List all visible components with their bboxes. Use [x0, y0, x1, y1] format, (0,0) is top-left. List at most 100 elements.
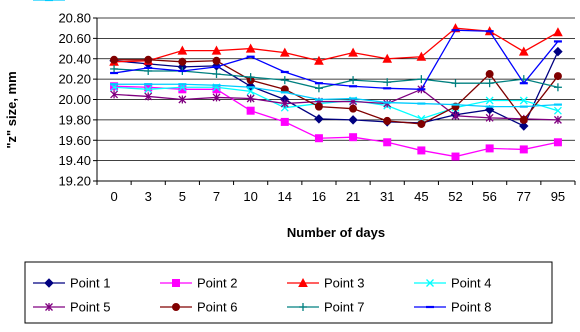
legend-item: Point 8	[414, 300, 491, 315]
data-point	[178, 95, 187, 104]
data-point	[485, 113, 494, 122]
tick-labels: 19.20 19.40 19.60 19.80 20.00 20.20 20.40 20.60…	[58, 11, 565, 205]
data-point	[314, 84, 323, 93]
data-point	[485, 144, 494, 153]
data-point	[382, 53, 393, 63]
data-point	[314, 102, 323, 111]
x-tick-label: 45	[414, 189, 428, 204]
legend-box	[24, 261, 553, 324]
series-line	[114, 51, 559, 127]
x-tick-label: 21	[346, 189, 360, 204]
legend-label: Point 7	[324, 300, 364, 315]
legend-item: Point 3	[287, 276, 364, 291]
data-point	[485, 79, 494, 88]
data-point	[348, 115, 358, 125]
series-layer	[109, 23, 563, 161]
legend-item: Point 9	[33, 0, 110, 3]
legend-marker	[45, 303, 53, 311]
data-point	[280, 99, 289, 108]
data-point	[212, 56, 221, 65]
data-point	[417, 75, 426, 84]
data-point	[485, 70, 494, 79]
legend-item: Point 6	[160, 300, 237, 315]
y-tick-label: 20.00	[58, 92, 91, 107]
data-point	[110, 82, 119, 91]
data-point	[246, 106, 255, 115]
marker-stroke	[553, 106, 562, 115]
data-point	[178, 57, 187, 66]
data-point	[519, 121, 529, 131]
series-6	[110, 55, 562, 128]
data-point	[451, 152, 460, 161]
data-point	[246, 87, 255, 96]
legend-item: Point 2	[160, 276, 237, 291]
data-point	[144, 55, 153, 64]
legend-label: Point 3	[324, 276, 364, 291]
x-tick-label: 52	[448, 189, 462, 204]
data-point	[451, 111, 460, 120]
data-point	[349, 133, 358, 142]
x-tick-label: 95	[551, 189, 565, 204]
data-point	[553, 27, 563, 37]
x-axis-title: Number of days	[287, 225, 385, 240]
x-tick-label: 0	[110, 189, 117, 204]
legend-label: Point 1	[70, 276, 110, 291]
data-point	[519, 115, 528, 124]
y-axis-title: "z" size, mm	[4, 71, 19, 148]
x-tick-label: 16	[312, 189, 326, 204]
series-line	[114, 85, 559, 158]
legend-label: Point 9	[70, 0, 110, 3]
data-point	[177, 45, 188, 55]
legend-label: Point 4	[451, 276, 491, 291]
data-point	[553, 106, 562, 115]
y-tick-label: 19.40	[58, 153, 91, 168]
legend: Point 1 Point 2 Point 3 Point 4 Point 5 Point…	[24, 0, 553, 324]
y-tick-label: 20.20	[58, 72, 91, 87]
data-point	[349, 76, 358, 85]
data-point	[553, 115, 562, 124]
legend-marker	[298, 277, 308, 287]
data-point	[110, 90, 119, 99]
data-point	[519, 145, 528, 154]
legend-marker	[172, 303, 180, 311]
data-point	[280, 76, 289, 85]
marker-stroke	[246, 87, 255, 96]
legend-item: Point 5	[33, 300, 110, 315]
series-line	[114, 59, 559, 125]
y-tick-label: 20.80	[58, 11, 91, 26]
series-8	[110, 29, 562, 91]
legend-marker	[172, 279, 180, 287]
marker-stroke	[144, 85, 153, 94]
x-tick-label: 56	[482, 189, 496, 204]
data-point	[144, 92, 153, 101]
data-point	[211, 45, 222, 55]
legend-marker	[299, 303, 307, 311]
data-point	[110, 55, 119, 64]
legend-marker	[426, 279, 434, 287]
series-line	[114, 88, 558, 121]
data-point	[110, 64, 119, 73]
data-point	[279, 47, 290, 57]
series-2	[110, 82, 562, 161]
data-point	[280, 117, 289, 126]
marker-stroke	[485, 96, 494, 105]
data-point	[553, 138, 562, 147]
data-point	[212, 93, 221, 102]
data-point	[212, 70, 221, 79]
data-point	[144, 85, 153, 94]
series-line	[113, 29, 559, 90]
series-9	[110, 83, 562, 108]
x-tick-label: 7	[213, 189, 220, 204]
data-point	[245, 43, 256, 53]
y-tick-label: 19.60	[58, 133, 91, 148]
series-line	[114, 83, 558, 108]
legend-label: Point 2	[197, 276, 237, 291]
data-point	[451, 79, 460, 88]
x-tick-label: 77	[517, 189, 531, 204]
data-point	[485, 96, 494, 105]
data-point	[314, 114, 324, 124]
data-point	[246, 73, 255, 82]
data-point	[417, 119, 426, 128]
